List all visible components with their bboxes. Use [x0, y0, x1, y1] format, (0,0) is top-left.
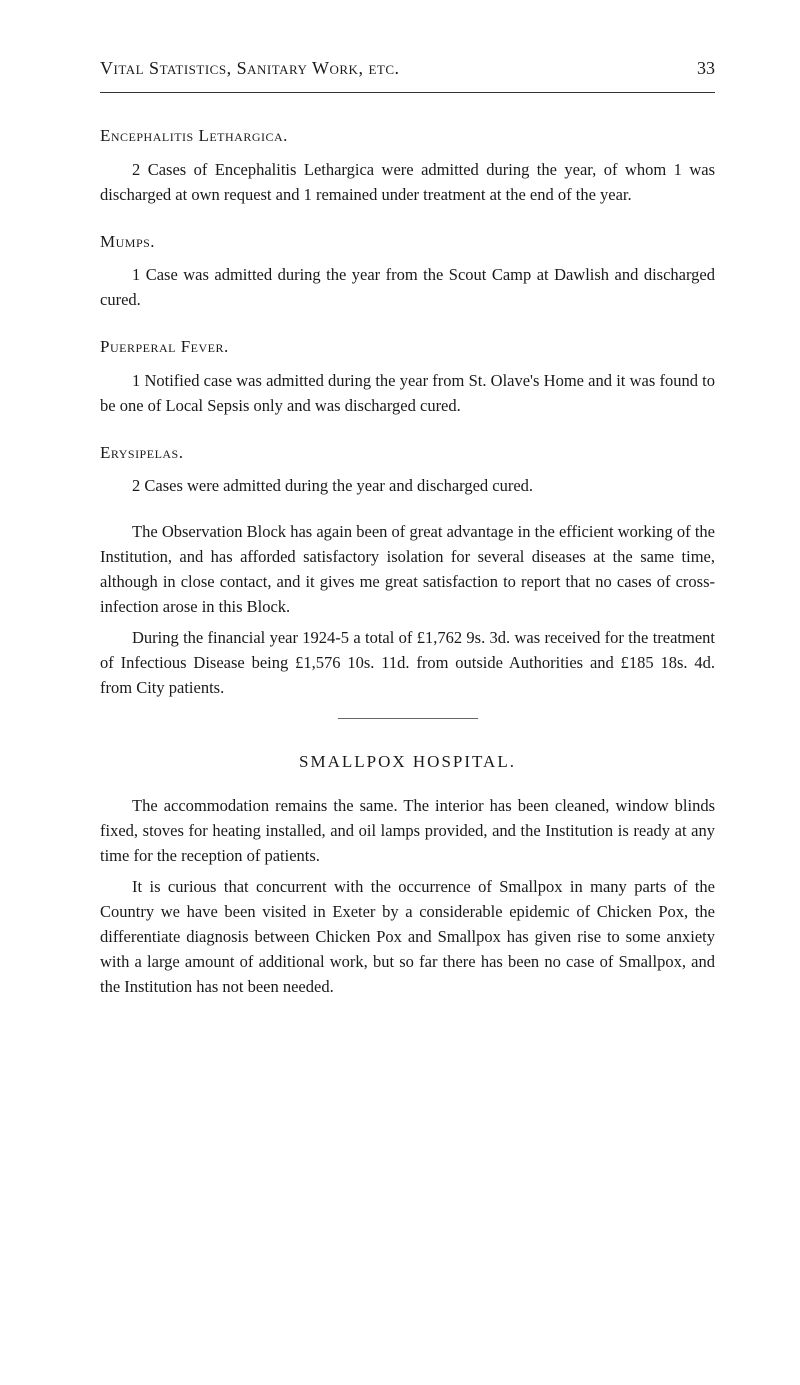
header-rule: [100, 92, 715, 93]
section-puerperal: Puerperal Fever. 1 Notified case was adm…: [100, 334, 715, 418]
section-erysipelas: Erysipelas. 2 Cases were admitted during…: [100, 440, 715, 499]
page-header: Vital Statistics, Sanitary Work, etc. 33: [100, 55, 715, 88]
heading-erysipelas: Erysipelas.: [100, 440, 715, 466]
paragraph-observation-1: The Observation Block has again been of …: [100, 519, 715, 619]
paragraph-smallpox-1: The accommodation remains the same. The …: [100, 793, 715, 868]
heading-encephalitis: Encephalitis Lethargica.: [100, 123, 715, 149]
section-divider: [338, 718, 478, 719]
paragraph-smallpox-2: It is curious that concurrent with the o…: [100, 874, 715, 999]
section-encephalitis: Encephalitis Lethargica. 2 Cases of Ence…: [100, 123, 715, 207]
paragraph-encephalitis: 2 Cases of Encephalitis Lethargica were …: [100, 157, 715, 207]
paragraph-observation-2: During the financial year 1924-5 a total…: [100, 625, 715, 700]
page-number: 33: [697, 55, 715, 82]
running-title: Vital Statistics, Sanitary Work, etc.: [100, 55, 400, 82]
paragraph-mumps: 1 Case was admitted during the year from…: [100, 262, 715, 312]
section-smallpox: The accommodation remains the same. The …: [100, 793, 715, 1000]
heading-mumps: Mumps.: [100, 229, 715, 255]
paragraph-puerperal: 1 Notified case was admitted during the …: [100, 368, 715, 418]
paragraph-erysipelas: 2 Cases were admitted during the year an…: [100, 473, 715, 498]
heading-puerperal: Puerperal Fever.: [100, 334, 715, 360]
section-mumps: Mumps. 1 Case was admitted during the ye…: [100, 229, 715, 313]
title-smallpox: SMALLPOX HOSPITAL.: [100, 749, 715, 775]
section-observation: The Observation Block has again been of …: [100, 519, 715, 701]
